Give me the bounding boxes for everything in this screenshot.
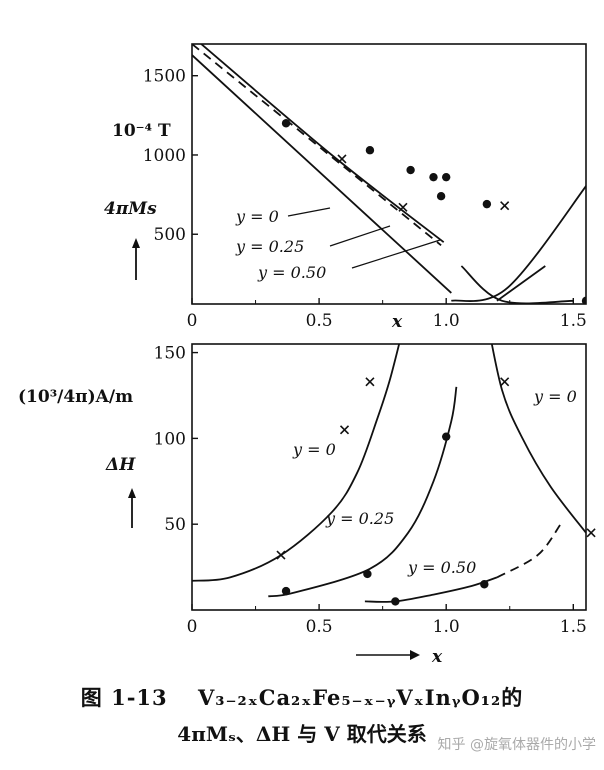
x-tick-label: 0.5 bbox=[306, 617, 333, 637]
data-point-dot bbox=[482, 199, 492, 209]
x-tick-label: 0 bbox=[187, 311, 198, 331]
series-line-0 bbox=[199, 44, 445, 243]
y-axis-label: ΔH bbox=[105, 455, 136, 475]
panel-linewidth: 0 0.5 1.0 1.5 50 100 150 x (10³/4π)A/m ΔH y = 0 y =… bbox=[18, 343, 596, 667]
data-point-dot bbox=[441, 432, 451, 441]
y-axis-unit: 10⁻⁴ T bbox=[112, 121, 171, 141]
series-label: y = 0 bbox=[533, 387, 577, 406]
x-tick-label: 0.5 bbox=[306, 311, 333, 331]
data-point-cross bbox=[337, 154, 347, 164]
series-line-2 bbox=[268, 386, 458, 598]
data-point-dot bbox=[391, 597, 400, 606]
cross-stroke bbox=[276, 550, 286, 560]
data-point-dot bbox=[281, 119, 291, 128]
series-line-1 bbox=[490, 344, 586, 534]
data-point-cross bbox=[586, 528, 596, 538]
series-line-1 bbox=[192, 44, 442, 247]
cross-stroke bbox=[365, 377, 375, 387]
y-axis-unit: (10³/4π)A/m bbox=[18, 387, 133, 407]
data-point-cross bbox=[398, 202, 408, 212]
data-point-dot bbox=[365, 146, 375, 155]
data-point-cross bbox=[500, 201, 510, 211]
plot-area bbox=[192, 344, 586, 606]
x-tick-label: 1.5 bbox=[560, 311, 587, 331]
panel-magnetization: 0 0.5 1.0 1.5 500 1000 1500 x 10⁻⁴ T 4πMs y = 0 y =… bbox=[104, 43, 587, 332]
x-axis-arrowhead bbox=[410, 650, 420, 660]
cross-stroke bbox=[500, 377, 510, 387]
data-point-dot bbox=[281, 586, 291, 596]
y-tick-label: 1500 bbox=[143, 67, 186, 87]
y-axis-arrowhead bbox=[128, 488, 136, 498]
series-label: y = 0 bbox=[235, 207, 279, 226]
x-axis-label: x bbox=[391, 312, 403, 332]
series-label: y = 0.50 bbox=[407, 558, 476, 577]
data-point-dot bbox=[581, 296, 586, 304]
series-line-2 bbox=[192, 54, 452, 294]
watermark: 知乎 @旋氧体器件的小学 bbox=[437, 737, 596, 753]
data-point-cross bbox=[365, 377, 375, 387]
label-leader-line bbox=[329, 225, 391, 247]
series-label: y = 0.50 bbox=[257, 263, 326, 282]
data-point-cross bbox=[339, 425, 350, 435]
y-tick-label: 100 bbox=[154, 429, 186, 449]
cross-stroke bbox=[586, 528, 596, 538]
series-label: y = 0.25 bbox=[235, 237, 304, 256]
data-point-dot bbox=[436, 191, 446, 201]
figure-number: 图 1-13 bbox=[80, 685, 168, 710]
label-leader-line bbox=[351, 239, 441, 269]
y-tick-label: 50 bbox=[164, 515, 186, 535]
y-axis-arrowhead bbox=[132, 238, 140, 248]
plot-frame bbox=[191, 343, 587, 611]
data-point-cross bbox=[276, 550, 286, 560]
cross-stroke bbox=[398, 202, 408, 212]
caption-line-2: 4πMₛ、ΔH 与 V 取代关系 bbox=[177, 722, 427, 746]
data-point-dot bbox=[441, 172, 451, 182]
data-point-dot bbox=[363, 569, 372, 579]
plot-frame bbox=[191, 43, 587, 305]
y-axis-label: 4πMs bbox=[104, 199, 157, 219]
y-tick-label: 1000 bbox=[143, 146, 186, 166]
data-point-dot bbox=[406, 165, 415, 175]
data-point-dot bbox=[429, 172, 438, 182]
y-tick-label: 500 bbox=[154, 225, 186, 245]
caption-formula: V₃₋₂ₓCa₂ₓFe₅₋ₓ₋ᵧVₓInᵧO₁₂的 bbox=[197, 685, 524, 710]
data-point-dot bbox=[480, 580, 489, 589]
series-line-3 bbox=[364, 576, 498, 603]
cross-stroke bbox=[337, 154, 347, 164]
plot-area bbox=[192, 44, 586, 304]
cross-stroke bbox=[339, 425, 350, 435]
series-line-5 bbox=[460, 265, 574, 304]
label-leader-line bbox=[287, 207, 331, 217]
series-line-0 bbox=[192, 344, 401, 582]
series-line-4 bbox=[496, 265, 546, 302]
x-tick-label: 1.0 bbox=[433, 617, 460, 637]
x-tick-label: 0 bbox=[187, 617, 198, 637]
series-label: y = 0 bbox=[292, 440, 336, 459]
series-line-4 bbox=[496, 523, 562, 579]
data-point-cross bbox=[500, 377, 510, 387]
y-tick-label: 150 bbox=[154, 344, 186, 364]
series-line-3 bbox=[451, 184, 586, 303]
figure-caption: 图 1-13 V₃₋₂ₓCa₂ₓFe₅₋ₓ₋ᵧVₓInᵧO₁₂的 4πMₛ、ΔH… bbox=[0, 683, 604, 755]
series-label: y = 0.25 bbox=[325, 509, 394, 528]
cross-stroke bbox=[500, 201, 510, 211]
x-axis-label: x bbox=[431, 647, 443, 667]
x-tick-label: 1.0 bbox=[433, 311, 460, 331]
x-tick-label: 1.5 bbox=[560, 617, 587, 637]
